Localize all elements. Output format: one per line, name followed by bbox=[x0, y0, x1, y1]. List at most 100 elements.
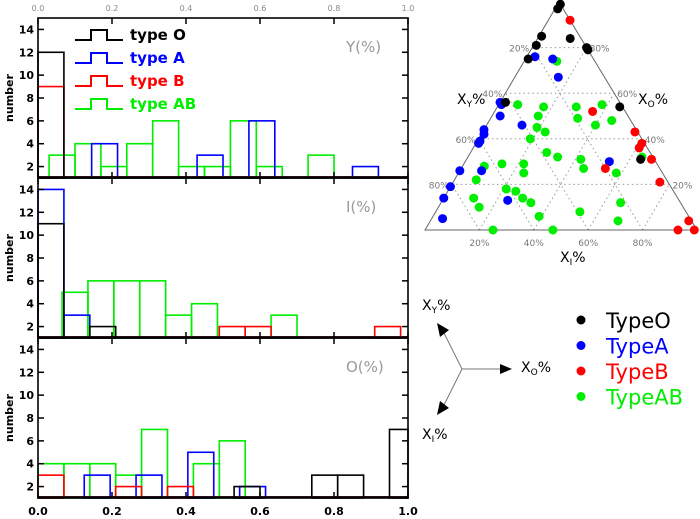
y-tick-label: 14 bbox=[19, 183, 35, 196]
data-point bbox=[571, 102, 581, 112]
data-point bbox=[553, 72, 563, 82]
left-tick-label: 20% bbox=[509, 45, 529, 55]
data-point bbox=[540, 127, 550, 137]
y-tick-label: 8 bbox=[26, 252, 34, 265]
panel-label: O(%) bbox=[346, 358, 384, 376]
data-point bbox=[613, 216, 623, 226]
histogram-panel-1: 2 4 6 8 10 12 14 Y(%) number 0.0 0.2 0.4 0.6 0.8 1.0 ty… bbox=[3, 4, 414, 179]
y-tick-label: 10 bbox=[19, 229, 35, 242]
legend-label: type O bbox=[130, 26, 186, 44]
legend-step-icon bbox=[75, 29, 123, 41]
data-point bbox=[607, 116, 617, 126]
data-point bbox=[615, 102, 625, 112]
key-label-xy: XY% bbox=[422, 298, 450, 316]
y-tick-label: 2 bbox=[26, 161, 34, 174]
bottom-tick-label: 40% bbox=[524, 239, 544, 249]
data-point bbox=[647, 154, 656, 164]
top-x-tick-label: 0.2 bbox=[106, 4, 119, 13]
histogram-bar bbox=[192, 462, 221, 499]
axis-label-xy: XY% bbox=[457, 92, 485, 110]
y-axis-label: number bbox=[3, 233, 16, 281]
data-point bbox=[532, 122, 542, 132]
data-point bbox=[519, 168, 529, 178]
histogram-bar bbox=[87, 280, 115, 339]
y-tick-label: 6 bbox=[26, 435, 34, 448]
series-type-b bbox=[37, 474, 408, 499]
legend-label: type AB bbox=[130, 95, 196, 113]
histogram-bar bbox=[138, 280, 167, 339]
data-point bbox=[548, 225, 558, 235]
x-tick-label: 1.0 bbox=[398, 505, 418, 518]
right-tick-label: 40% bbox=[645, 136, 665, 146]
legend-label: type B bbox=[130, 72, 185, 90]
x-tick-label: 0.4 bbox=[176, 505, 196, 518]
ternary-series-typeb bbox=[565, 15, 699, 235]
data-point bbox=[684, 216, 694, 226]
legend-label: type A bbox=[130, 49, 185, 67]
data-point bbox=[495, 111, 505, 121]
left-tick-label: 80% bbox=[429, 181, 449, 191]
y-tick-label: 4 bbox=[26, 138, 34, 151]
data-point bbox=[501, 184, 511, 194]
y-tick-label: 6 bbox=[26, 275, 34, 288]
legend-dot-icon bbox=[576, 392, 586, 401]
data-point bbox=[597, 100, 607, 110]
axis-label-xi: XI% bbox=[560, 250, 586, 268]
data-point bbox=[636, 154, 646, 164]
data-point bbox=[634, 143, 644, 153]
histogram-bar bbox=[37, 85, 65, 179]
histogram-bar bbox=[126, 142, 154, 179]
histogram-legend: type O type A type B type AB bbox=[75, 26, 196, 113]
histogram-bar bbox=[229, 120, 258, 179]
data-point bbox=[439, 193, 449, 203]
right-tick-label: 20% bbox=[672, 181, 692, 191]
series-type-ab bbox=[38, 280, 408, 339]
legend-dot-icon bbox=[576, 341, 586, 350]
axis-label-xo: XO% bbox=[638, 92, 668, 110]
ternary-grid bbox=[451, 47, 670, 231]
data-point bbox=[477, 166, 487, 176]
data-point bbox=[548, 54, 558, 64]
data-point bbox=[600, 163, 610, 173]
data-point bbox=[689, 225, 699, 235]
y-tick-label: 6 bbox=[26, 115, 34, 128]
data-point bbox=[604, 157, 614, 167]
histogram-bar bbox=[37, 51, 65, 179]
grid-line bbox=[478, 47, 588, 231]
right-tick-label: 60% bbox=[617, 90, 637, 100]
histogram-panel-2: 2 4 6 8 10 12 14 I(%) number bbox=[3, 177, 409, 339]
histogram-bar bbox=[218, 440, 247, 499]
y-tick-label: 8 bbox=[26, 92, 34, 105]
legend-label: TypeA bbox=[605, 335, 669, 359]
histogram-bar bbox=[307, 154, 335, 179]
ternary-series-typea bbox=[438, 52, 614, 224]
data-point bbox=[537, 31, 547, 41]
data-point bbox=[445, 182, 455, 192]
histogram-bar bbox=[37, 462, 65, 499]
histogram-bar bbox=[83, 474, 111, 499]
y-tick-label: 14 bbox=[19, 23, 35, 36]
data-point bbox=[611, 168, 621, 178]
histogram-bar bbox=[187, 451, 215, 499]
data-point bbox=[616, 198, 626, 208]
data-point bbox=[579, 163, 589, 173]
histogram-bar bbox=[151, 120, 180, 179]
data-point bbox=[533, 111, 543, 121]
y-axis-label: number bbox=[3, 393, 16, 441]
ternary-series-typeab bbox=[469, 56, 647, 235]
data-point bbox=[525, 134, 535, 144]
data-point bbox=[553, 152, 563, 162]
grid-line bbox=[533, 92, 615, 231]
data-point bbox=[488, 225, 498, 235]
y-tick-label: 2 bbox=[26, 321, 34, 334]
x-tick-label: 0.0 bbox=[28, 505, 48, 518]
data-point bbox=[630, 127, 640, 137]
series-type-a bbox=[38, 120, 408, 179]
arrow-down-left-icon bbox=[437, 401, 449, 415]
ternary-frame bbox=[424, 1, 698, 231]
histogram-panels: 2 4 6 8 10 12 14 Y(%) number 0.0 0.2 0.4 0.6 0.8 1.0 ty… bbox=[3, 4, 418, 518]
legend-step-icon bbox=[75, 75, 123, 87]
data-point bbox=[455, 166, 465, 176]
histogram-bar bbox=[140, 428, 169, 499]
histogram-panel-3: 2 4 6 8 10 12 14 O(%) number 0.0 0.2 0.4 0.6 0.8 1.0 bbox=[3, 337, 418, 518]
